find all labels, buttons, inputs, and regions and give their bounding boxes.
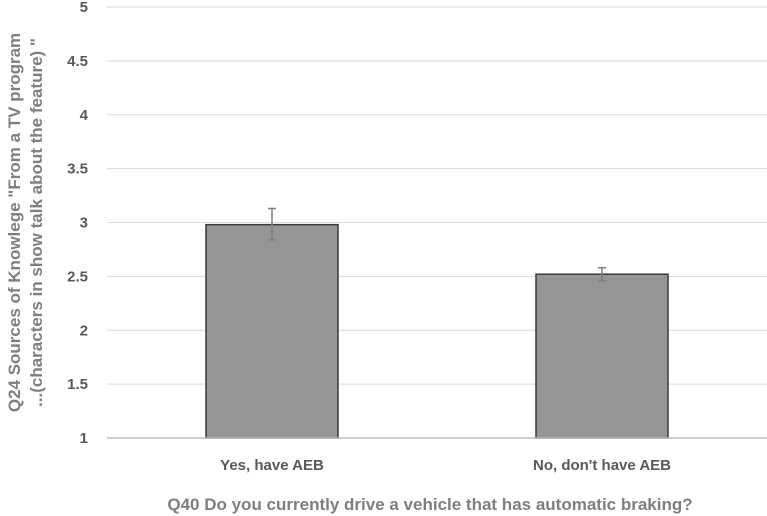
y-axis-ticks: 1 1.5 2 2.5 3 3.5 4 4.5 5	[67, 0, 89, 447]
y-tick-label: 5	[80, 0, 88, 16]
y-tick-label: 1	[80, 430, 88, 447]
y-tick-label: 2.5	[67, 268, 88, 285]
y-tick-label: 2	[80, 322, 88, 339]
y-tick-label: 3.5	[67, 161, 88, 178]
y-tick-label: 4	[80, 107, 89, 124]
y-tick-label: 4.5	[67, 53, 88, 70]
y-axis-title: Q24 Sources of Knowlege "From a TV progr…	[5, 33, 46, 412]
x-axis-categories: Yes, have AEB No, don't have AEB	[220, 457, 671, 474]
y-tick-label: 1.5	[67, 376, 88, 393]
y-axis-title-line-1: Q24 Sources of Knowlege "From a TV progr…	[5, 33, 24, 412]
y-axis-title-line-2: ...(characters in show talk about the fe…	[27, 38, 46, 407]
bar	[535, 273, 669, 439]
x-axis-title: Q40 Do you currently drive a vehicle tha…	[167, 495, 692, 514]
y-tick-label: 3	[80, 215, 88, 232]
bars	[205, 223, 669, 439]
error-bars	[268, 207, 606, 282]
x-category-label: Yes, have AEB	[220, 457, 324, 474]
bar	[205, 223, 339, 439]
x-category-label: No, don't have AEB	[533, 457, 671, 474]
